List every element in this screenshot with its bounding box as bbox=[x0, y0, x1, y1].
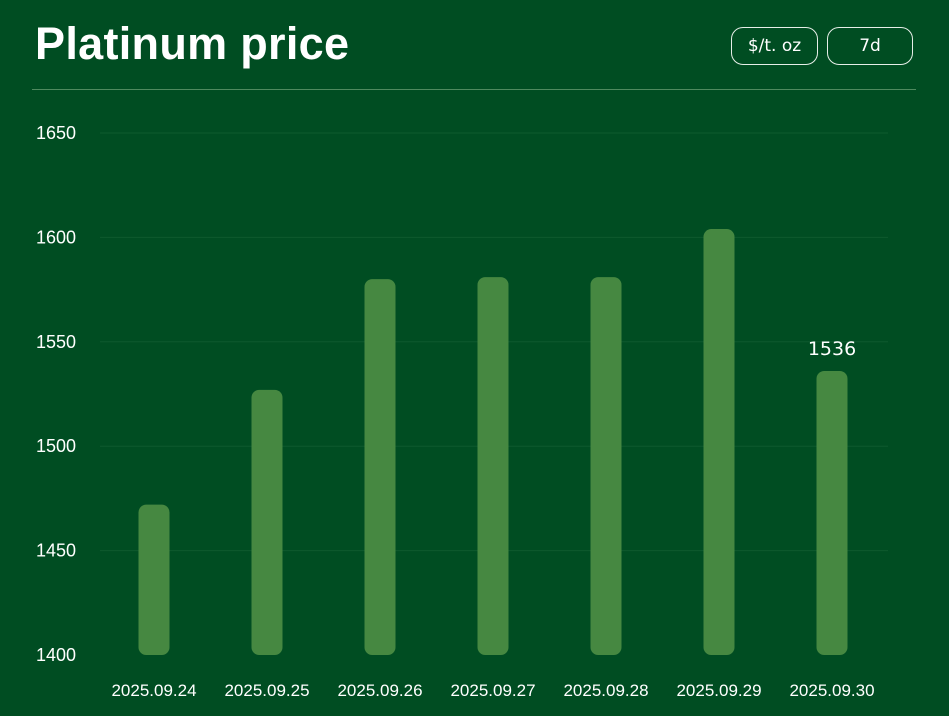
x-tick-label: 2025.09.29 bbox=[676, 681, 761, 700]
x-tick-label: 2025.09.24 bbox=[111, 681, 196, 700]
bar-2025.09.24[interactable] bbox=[138, 504, 170, 655]
page-title: Platinum price bbox=[35, 18, 350, 69]
y-tick-label: 1450 bbox=[36, 541, 76, 561]
y-axis-ticks: 1400 1450 1500 1550 1600 1650 bbox=[36, 123, 76, 665]
x-tick-label: 2025.09.28 bbox=[563, 681, 648, 700]
bar-2025.09.25[interactable] bbox=[251, 389, 283, 655]
bar-2025.09.27[interactable] bbox=[477, 277, 509, 655]
y-tick-label: 1500 bbox=[36, 436, 76, 456]
bars bbox=[138, 229, 848, 655]
time-range-button[interactable]: 7d bbox=[827, 27, 913, 65]
y-tick-label: 1550 bbox=[36, 332, 76, 352]
chart-controls: $/t. oz 7d bbox=[731, 27, 913, 65]
bar-2025.09.26[interactable] bbox=[364, 279, 396, 655]
bar-2025.09.29[interactable] bbox=[703, 229, 735, 655]
bar-2025.09.28[interactable] bbox=[590, 277, 622, 655]
y-tick-label: 1400 bbox=[36, 645, 76, 665]
bar-2025.09.30[interactable] bbox=[816, 371, 848, 655]
unit-selector-button[interactable]: $/t. oz bbox=[731, 27, 818, 65]
header: Platinum price $/t. oz 7d bbox=[0, 0, 949, 90]
x-tick-label: 2025.09.25 bbox=[224, 681, 309, 700]
y-tick-label: 1650 bbox=[36, 123, 76, 143]
y-tick-label: 1600 bbox=[36, 227, 76, 247]
header-divider bbox=[32, 89, 916, 90]
x-tick-label: 2025.09.30 bbox=[789, 681, 874, 700]
x-tick-label: 2025.09.26 bbox=[337, 681, 422, 700]
x-axis-ticks: 2025.09.24 2025.09.25 2025.09.26 2025.09.27… bbox=[111, 681, 874, 700]
x-tick-label: 2025.09.27 bbox=[450, 681, 535, 700]
annotations: 1536 bbox=[808, 338, 856, 360]
data-label: 1536 bbox=[808, 338, 856, 360]
